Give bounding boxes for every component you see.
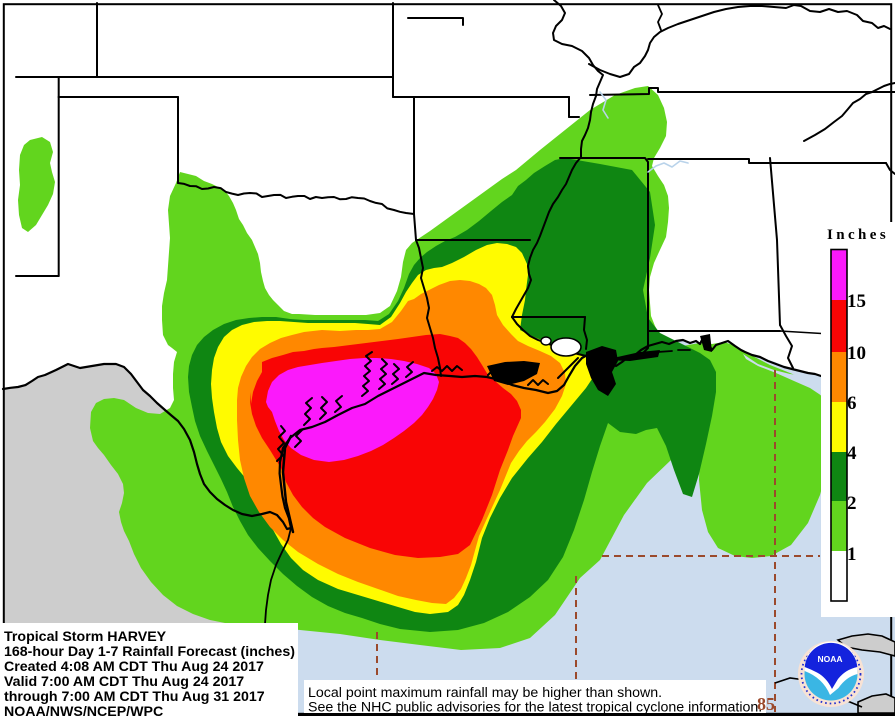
svg-text:10: 10 (847, 343, 866, 364)
svg-text:15: 15 (847, 291, 866, 312)
svg-text:NOAA/NWS/NCEP/WPC: NOAA/NWS/NCEP/WPC (4, 704, 163, 716)
svg-text:85: 85 (757, 694, 775, 714)
svg-text:6: 6 (847, 393, 857, 414)
svg-text:Inches: Inches (827, 227, 889, 243)
svg-text:See the NHC public advisories: See the NHC public advisories for the la… (308, 700, 762, 716)
svg-text:Local point maximum rainfall m: Local point maximum rainfall may be high… (308, 685, 662, 701)
svg-text:4: 4 (847, 443, 857, 464)
svg-text:Created 4:08 AM CDT Thu Aug 24: Created 4:08 AM CDT Thu Aug 24 2017 (4, 659, 264, 675)
svg-text:2: 2 (847, 493, 857, 514)
svg-text:Valid 7:00 AM CDT Thu Aug 24 2: Valid 7:00 AM CDT Thu Aug 24 2017 (4, 674, 244, 690)
svg-text:Tropical Storm HARVEY: Tropical Storm HARVEY (4, 629, 167, 645)
svg-text:168-hour Day 1-7 Rainfall Fore: 168-hour Day 1-7 Rainfall Forecast (inch… (4, 644, 295, 660)
svg-text:NOAA: NOAA (817, 654, 842, 664)
svg-text:1: 1 (847, 544, 857, 565)
svg-text:through 7:00 AM CDT Thu Aug 31: through 7:00 AM CDT Thu Aug 31 2017 (4, 689, 265, 705)
